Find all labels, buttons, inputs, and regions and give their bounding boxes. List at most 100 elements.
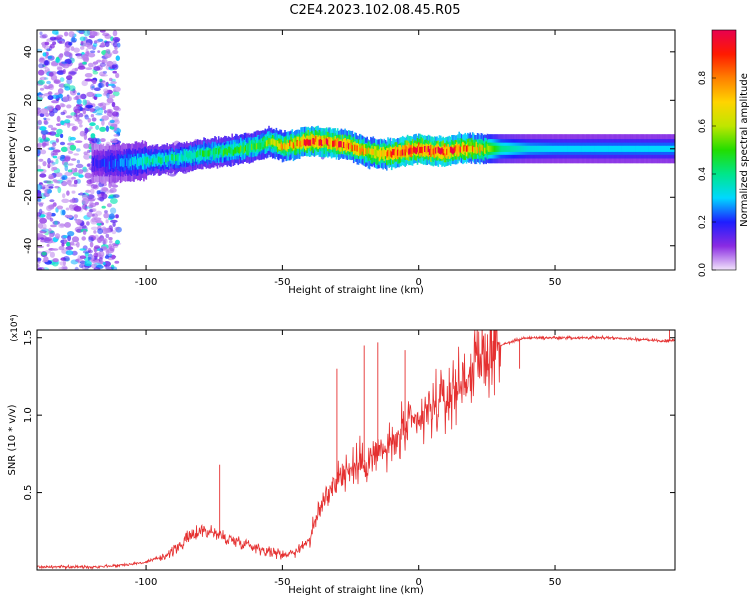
snr-frame [36,329,676,571]
noise-blob [89,126,93,130]
noise-blob [111,254,116,260]
noise-blob [39,34,47,39]
noise-blob [43,180,52,184]
noise-blob [37,264,40,268]
ridge-cell [203,150,205,157]
noise-blob [70,158,77,161]
spectrogram-xlabel: Height of straight line (km) [288,285,424,296]
ridge-cell [361,145,364,152]
ridge-cell [168,154,171,161]
noise-blob [104,102,111,106]
noise-blob [62,96,69,103]
noise-blob [40,237,45,240]
noise-blob [50,127,58,131]
ridge-cell [306,138,308,145]
noise-blob [43,77,49,80]
snr-plot-area [37,330,675,570]
noise-blob [64,47,71,52]
ridge-cell [410,147,413,154]
ridge-cell [157,156,160,163]
ridge-cell [264,141,267,148]
noise-blob [59,77,65,82]
ridge-cell [133,157,135,166]
noise-blob [82,109,87,115]
ridge-cell [624,145,626,152]
ridge-cell [344,141,346,148]
noise-blob [84,127,89,134]
noise-blob [96,190,101,195]
ridge-cell [230,148,232,155]
ridge-cell [427,146,430,153]
noise-blob [103,110,107,114]
noise-blob [100,80,107,87]
ridge-cell [139,156,141,165]
noise-blob [93,252,99,258]
noise-blob [93,66,101,71]
ridge-cell [501,145,503,152]
noise-blob [65,177,74,183]
ridge-cell [451,147,453,154]
noise-blob [99,80,106,83]
noise-blob [40,227,47,231]
ridge-cell [413,146,415,153]
ridge-cell [109,159,112,167]
noise-blob [52,155,58,159]
ridge-cell [367,147,370,154]
ridge-cell [302,139,305,146]
ridge-cell [551,145,554,152]
noise-blob [59,223,66,227]
noise-blob [52,142,57,147]
noise-blob [70,37,78,43]
ridge-cell [566,145,568,152]
noise-blob [39,31,43,36]
noise-blob [82,56,90,63]
ridge-cell [186,151,188,158]
x-tick-label: 50 [549,577,562,588]
ridge-cell [508,145,511,152]
noise-blob [77,119,83,125]
noise-blob [42,161,47,167]
ridge-cell [332,140,334,147]
noise-blob [66,190,70,196]
ridge-cell [457,146,459,153]
noise-blob [49,233,53,238]
ridge-cell [633,145,636,152]
ridge-cell [500,145,502,152]
noise-blob [64,222,71,228]
ridge-cell [370,148,372,155]
noise-blob [94,87,101,91]
noise-blob [94,201,99,206]
noise-blob [87,149,91,154]
ridge-cell [414,147,416,154]
ridge-cell [643,145,646,152]
noise-blob [87,198,96,202]
ridge-cell [540,145,543,152]
noise-blob [91,213,98,219]
ridge-cell [119,158,122,167]
noise-blob [85,172,89,176]
ridge-cell [444,147,447,154]
ridge-cell [165,156,167,163]
x-tick-label: 0 [416,577,422,588]
ridge-cell [220,148,222,155]
ridge-cell [481,145,484,152]
noise-blob [42,134,47,140]
noise-blob [37,125,41,130]
noise-blob [106,108,113,114]
ridge-cell [263,138,265,145]
ridge-cell [529,145,532,152]
ridge-cell [345,143,348,150]
noise-blob [49,46,53,51]
noise-blob [108,237,113,241]
ridge-cell [195,151,198,158]
noise-blob [69,144,77,151]
ridge-cell [193,151,195,158]
noise-blob [112,194,120,199]
noise-blob [47,95,54,101]
ridge-cell [593,145,595,152]
ridge-cell [286,142,289,149]
ridge-cell [523,145,525,152]
ridge-cell [613,145,615,152]
noise-blob [46,180,54,185]
ridge-cell [489,145,491,152]
